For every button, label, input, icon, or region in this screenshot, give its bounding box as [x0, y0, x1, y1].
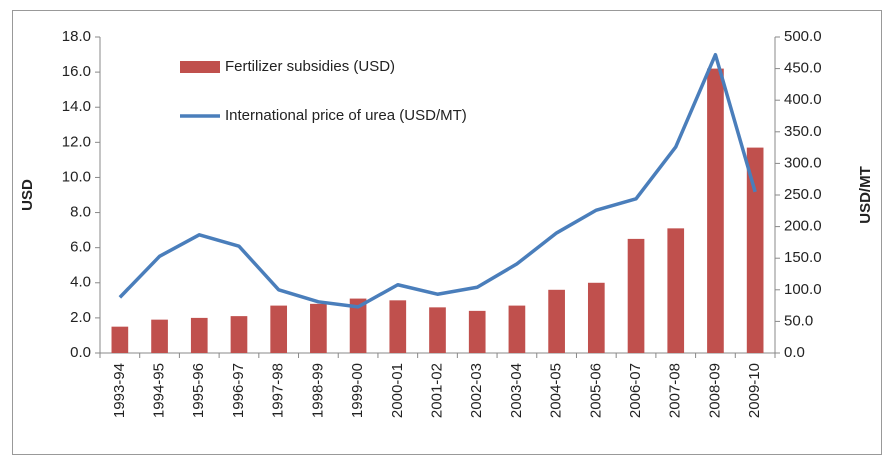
x-tick-label: 1999-00 — [349, 363, 366, 418]
bar — [429, 307, 446, 353]
bar — [389, 300, 407, 353]
x-tick-label: 1993-94 — [111, 363, 128, 418]
bar — [111, 326, 129, 353]
x-tick-label: 2001-02 — [428, 363, 445, 418]
y2-tick-label: 50.0 — [784, 312, 813, 329]
bar — [349, 298, 367, 353]
x-tick-label: 2005-06 — [587, 363, 604, 418]
y2-axis-label: USD/MT — [857, 166, 874, 224]
y2-tick-label: 200.0 — [784, 218, 822, 235]
y2-tick-label: 0.0 — [784, 344, 805, 361]
y-tick-label: 8.0 — [70, 204, 91, 221]
x-tick-label: 1998-99 — [309, 363, 326, 418]
bar — [270, 305, 288, 353]
x-tick-label: 2004-05 — [548, 363, 565, 418]
x-tick-label: 2006-07 — [627, 363, 644, 418]
y-tick-label: 14.0 — [62, 98, 91, 115]
bar — [746, 147, 764, 353]
y2-tick-label: 450.0 — [784, 60, 822, 77]
x-tick-label: 2002-03 — [468, 363, 485, 418]
x-tick-label: 2007-08 — [667, 363, 684, 418]
y-tick-label: 16.0 — [62, 63, 91, 80]
bar — [587, 282, 605, 353]
bar — [508, 305, 526, 353]
y-tick-label: 18.0 — [62, 28, 91, 45]
y-tick-label: 10.0 — [62, 168, 91, 185]
x-tick-label: 1997-98 — [270, 363, 287, 418]
x-tick-label: 2003-04 — [508, 363, 525, 418]
chart-frame — [12, 10, 882, 455]
bar — [548, 289, 565, 353]
x-tick-label: 2009-10 — [746, 363, 763, 418]
bar — [310, 303, 327, 353]
bar — [230, 316, 248, 353]
y2-tick-label: 500.0 — [784, 28, 822, 45]
bar — [151, 319, 168, 353]
bar — [190, 317, 208, 353]
x-tick-label: 2000-01 — [389, 363, 406, 418]
bar — [707, 68, 724, 353]
x-tick-label: 1995-96 — [190, 363, 207, 418]
y-tick-label: 6.0 — [70, 239, 91, 256]
y2-tick-label: 150.0 — [784, 249, 822, 266]
y2-tick-label: 100.0 — [784, 281, 822, 298]
y2-tick-label: 300.0 — [784, 154, 822, 171]
legend-label: International price of urea (USD/MT) — [225, 107, 467, 124]
x-tick-label: 1994-95 — [151, 363, 168, 418]
y-tick-label: 12.0 — [62, 133, 91, 150]
y2-tick-label: 350.0 — [784, 123, 822, 140]
bar — [468, 310, 486, 353]
bar — [667, 228, 685, 353]
bar — [627, 238, 645, 353]
y2-tick-label: 400.0 — [784, 91, 822, 108]
y2-tick-label: 250.0 — [784, 186, 822, 203]
x-tick-label: 1996-97 — [230, 363, 247, 418]
y-tick-label: 0.0 — [70, 344, 91, 361]
legend-swatch — [180, 61, 220, 73]
y-tick-label: 4.0 — [70, 274, 91, 291]
y-axis-label: USD — [19, 179, 36, 211]
y-tick-label: 2.0 — [70, 309, 91, 326]
legend-label: Fertilizer subsidies (USD) — [225, 58, 395, 75]
line — [118, 52, 757, 309]
x-tick-label: 2008-09 — [706, 363, 723, 418]
